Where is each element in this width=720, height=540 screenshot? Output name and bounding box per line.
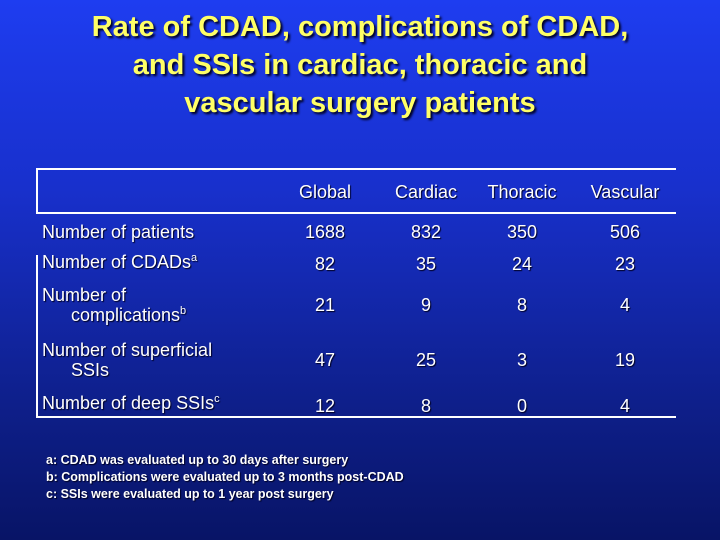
cell-superficial-thoracic: 3 xyxy=(516,350,527,370)
cell-superficial-global: 47 xyxy=(314,350,336,370)
row-label-line1: Number of superficial xyxy=(42,340,213,360)
row-label-text: Number of CDADs xyxy=(42,252,192,272)
cell-superficial-cardiac: 25 xyxy=(415,350,437,370)
col-header-vascular: Vascular xyxy=(590,182,660,202)
row-label-line1: Number of xyxy=(42,285,127,305)
cell-cdads-global: 82 xyxy=(314,254,336,274)
cell-deep-thoracic: 0 xyxy=(516,396,527,416)
table-bottom-rule xyxy=(36,416,676,418)
footnote-marker: c xyxy=(214,393,220,405)
row-label-text: complications xyxy=(71,305,181,325)
cell-complications-vascular: 4 xyxy=(619,295,630,315)
row-label-line2: SSIs xyxy=(71,360,110,380)
row-label-line2: complicationsb xyxy=(42,305,186,325)
footnote-marker: a xyxy=(191,252,198,264)
cell-complications-thoracic: 8 xyxy=(516,295,527,315)
title-line-1: Rate of CDAD, complications of CDAD, xyxy=(91,11,629,43)
table-header-rule xyxy=(36,212,676,214)
col-header-cardiac: Cardiac xyxy=(394,182,458,202)
col-header-global: Global xyxy=(298,182,352,202)
cell-patients-thoracic: 350 xyxy=(506,222,538,242)
cell-deep-vascular: 4 xyxy=(619,396,630,416)
table-top-rule xyxy=(36,168,676,170)
row-label-complications: Number of complicationsb xyxy=(42,285,186,325)
cell-patients-global: 1688 xyxy=(304,222,346,242)
footnotes: a: CDAD was evaluated up to 30 days afte… xyxy=(46,452,404,503)
title-line-3: vascular surgery patients xyxy=(184,87,536,119)
title-line-2: and SSIs in cardiac, thoracic and xyxy=(132,49,588,81)
cell-complications-global: 21 xyxy=(314,295,336,315)
cell-deep-global: 12 xyxy=(314,396,336,416)
row-label-superficial-ssis: Number of superficial SSIs xyxy=(42,340,212,380)
table-left-header-line xyxy=(36,168,38,214)
row-label-deep-ssis: Number of deep SSIsc xyxy=(42,393,220,413)
footnote-a: a: CDAD was evaluated up to 30 days afte… xyxy=(46,453,349,467)
slide-title: Rate of CDAD, complications of CDAD, and… xyxy=(0,8,720,122)
cell-patients-cardiac: 832 xyxy=(410,222,442,242)
row-label-cdads: Number of CDADsa xyxy=(42,252,197,272)
cell-superficial-vascular: 19 xyxy=(614,350,636,370)
footnote-c: c: SSIs were evaluated up to 1 year post… xyxy=(46,487,334,501)
cell-complications-cardiac: 9 xyxy=(420,295,431,315)
row-label-text: Number of patients xyxy=(42,222,195,242)
cell-patients-vascular: 506 xyxy=(609,222,641,242)
footnote-marker: b xyxy=(180,305,187,317)
cell-cdads-cardiac: 35 xyxy=(415,254,437,274)
cell-cdads-thoracic: 24 xyxy=(511,254,533,274)
table-left-body-line xyxy=(36,255,38,418)
cell-deep-cardiac: 8 xyxy=(420,396,431,416)
col-header-thoracic: Thoracic xyxy=(487,182,557,202)
cell-cdads-vascular: 23 xyxy=(614,254,636,274)
row-label-patients: Number of patients xyxy=(42,222,194,242)
row-label-text: Number of deep SSIs xyxy=(42,393,215,413)
footnote-b: b: Complications were evaluated up to 3 … xyxy=(46,470,404,484)
